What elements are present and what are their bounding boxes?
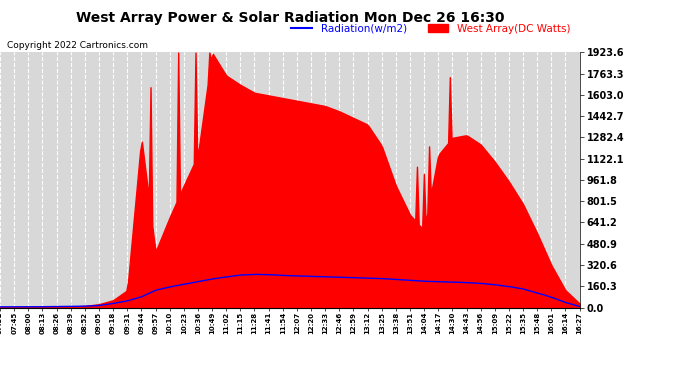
Text: Copyright 2022 Cartronics.com: Copyright 2022 Cartronics.com [7, 41, 148, 50]
Legend: Radiation(w/m2), West Array(DC Watts): Radiation(w/m2), West Array(DC Watts) [287, 20, 574, 38]
Text: West Array Power & Solar Radiation Mon Dec 26 16:30: West Array Power & Solar Radiation Mon D… [75, 11, 504, 25]
